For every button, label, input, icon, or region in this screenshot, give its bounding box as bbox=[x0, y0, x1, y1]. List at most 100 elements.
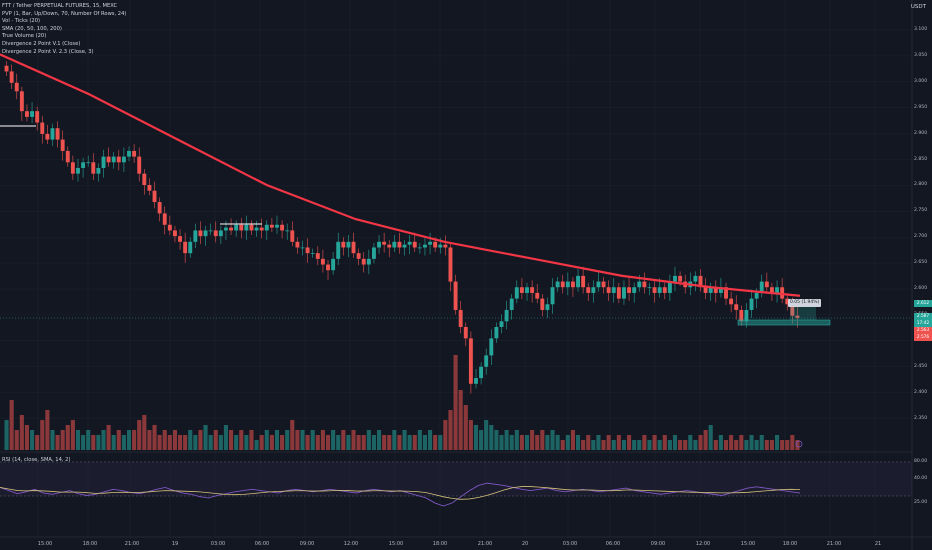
volume-bar bbox=[116, 430, 121, 450]
time-tick: 21 bbox=[874, 541, 882, 547]
candle-body bbox=[361, 258, 366, 265]
volume-bar bbox=[473, 425, 479, 450]
indicator-divergence-2[interactable]: Divergence 2 Point V. 2.3 (Close, 3) bbox=[2, 48, 94, 55]
price-tick: 2.450 bbox=[914, 363, 928, 369]
candle-body bbox=[137, 156, 142, 174]
candle-body bbox=[382, 241, 387, 245]
volume-bar bbox=[575, 435, 581, 450]
candle-body bbox=[65, 150, 70, 163]
price-tick: 2.800 bbox=[914, 182, 928, 188]
candle-body bbox=[377, 241, 381, 248]
candle-body bbox=[514, 287, 519, 299]
indicator-sma[interactable]: SMA (20, 50, 100, 200) bbox=[2, 25, 62, 32]
volume-bars bbox=[4, 355, 800, 450]
volume-bar bbox=[356, 435, 361, 450]
candle-body bbox=[764, 281, 769, 288]
price-tick: 3.000 bbox=[914, 78, 928, 84]
time-tick: 19 bbox=[171, 541, 179, 547]
candle-body bbox=[203, 230, 208, 237]
candle-body bbox=[576, 275, 580, 288]
candle-body bbox=[443, 244, 448, 248]
candle-body bbox=[310, 253, 315, 254]
symbol-legend[interactable]: FTT / Tether PERPETUAL FUTURES, 15, MEXC… bbox=[2, 3, 126, 56]
candle-body bbox=[678, 275, 683, 282]
time-tick: 03:00 bbox=[210, 541, 226, 547]
rsi-legend[interactable]: RSI (14, close, SMA, 14, 2) bbox=[2, 457, 71, 463]
candle-body bbox=[433, 241, 438, 248]
volume-bar bbox=[269, 435, 274, 450]
candle-body bbox=[142, 173, 147, 186]
candle-body bbox=[25, 111, 29, 117]
price-tick: 2.700 bbox=[914, 234, 928, 240]
rsi-ma-line bbox=[0, 486, 801, 500]
price-tick: 2.400 bbox=[914, 389, 928, 395]
candle-body bbox=[116, 156, 121, 163]
candle-body bbox=[81, 162, 86, 168]
candle-body bbox=[535, 292, 540, 299]
volume-bar bbox=[244, 435, 249, 450]
indicator-divergence-1[interactable]: Divergence 2 Point V.1 (Close) bbox=[2, 40, 81, 47]
symbol-title[interactable]: FTT / Tether PERPETUAL FUTURES, 15, MEXC bbox=[2, 3, 118, 9]
candle-body bbox=[611, 287, 616, 293]
volume-bar bbox=[484, 420, 489, 450]
candle-body bbox=[290, 230, 295, 242]
candle-body bbox=[698, 275, 703, 288]
candle-body bbox=[239, 224, 244, 231]
volume-bar bbox=[341, 430, 346, 450]
volume-bar bbox=[642, 435, 647, 450]
candle-body bbox=[739, 309, 744, 322]
candle-body bbox=[565, 281, 570, 288]
candle-body bbox=[188, 241, 193, 254]
rsi-tick: 25.00 bbox=[914, 500, 928, 505]
indicator-pvp[interactable]: PVP (1, Bar, Up/Down, 70, Number Of Rows… bbox=[2, 10, 127, 17]
candle-body bbox=[448, 247, 453, 282]
candle-body bbox=[218, 230, 223, 237]
candle-body bbox=[525, 287, 529, 293]
volume-bar bbox=[223, 425, 229, 450]
volume-bar bbox=[239, 430, 244, 450]
price-label: 2.587 bbox=[914, 313, 932, 320]
candle-body bbox=[734, 304, 739, 310]
candle-body bbox=[673, 275, 677, 282]
volume-bar bbox=[40, 420, 45, 450]
volume-bar bbox=[392, 430, 397, 450]
candle-body bbox=[254, 227, 259, 231]
volume-bar bbox=[315, 435, 320, 450]
volume-bar bbox=[764, 440, 769, 450]
candle-body bbox=[499, 321, 504, 327]
volume-bar bbox=[310, 430, 315, 450]
volume-bar bbox=[667, 440, 672, 450]
position-box bbox=[737, 319, 831, 326]
candle-body bbox=[371, 247, 376, 259]
price-tick: 2.850 bbox=[914, 156, 928, 162]
candle-body bbox=[280, 224, 285, 231]
volume-bar bbox=[749, 435, 754, 450]
volume-bar bbox=[366, 430, 371, 450]
candle-body bbox=[147, 185, 152, 191]
volume-bar bbox=[35, 435, 40, 450]
price-tick: 2.900 bbox=[914, 130, 928, 136]
candle-body bbox=[224, 227, 228, 231]
candle-body bbox=[326, 264, 330, 271]
indicator-vol[interactable]: Vol · Ticks (20) bbox=[2, 18, 41, 25]
indicator-true-volume[interactable]: True Volume (20) bbox=[2, 33, 47, 40]
candle-body bbox=[315, 253, 320, 259]
candle-body bbox=[402, 244, 407, 248]
time-tick: 21:00 bbox=[477, 541, 493, 547]
volume-bar bbox=[581, 440, 586, 450]
volume-bar bbox=[106, 425, 111, 450]
volume-bar bbox=[637, 440, 642, 450]
volume-bar bbox=[519, 435, 524, 450]
currency-label[interactable]: USDT bbox=[910, 4, 926, 10]
candle-body bbox=[70, 162, 75, 174]
candle-body bbox=[749, 298, 754, 310]
volume-bar bbox=[417, 430, 422, 450]
candle-body bbox=[111, 156, 116, 163]
candle-body bbox=[9, 71, 14, 83]
candle-body bbox=[790, 304, 795, 316]
candle-body bbox=[703, 287, 708, 293]
sma200-line bbox=[0, 53, 801, 297]
candle-body bbox=[484, 355, 489, 367]
